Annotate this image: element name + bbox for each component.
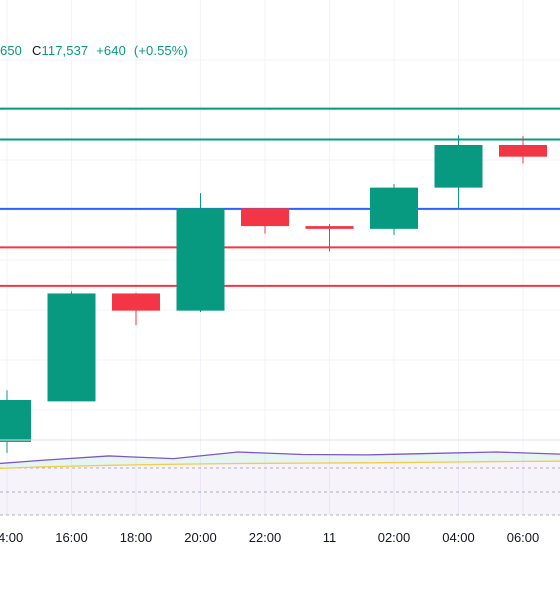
time-axis-label: 20:00: [184, 530, 217, 545]
ohlc-legend: 650 C117,537 +640 (+0.55%): [0, 43, 188, 58]
indicator-main-line: [0, 451, 560, 465]
candle-up: [47, 293, 96, 402]
legend-close-label: C: [32, 43, 42, 58]
candle-down: [241, 208, 289, 227]
time-axis-label: 16:00: [55, 530, 88, 545]
time-axis-label: 02:00: [377, 530, 411, 545]
time-axis-label: 22:00: [248, 530, 282, 545]
candle-up: [0, 400, 31, 442]
time-axis-label: 06:00: [506, 530, 540, 545]
legend-low-value: 650: [0, 43, 22, 58]
candle-down: [499, 145, 547, 157]
time-axis-label: 04:00: [442, 530, 475, 545]
time-axis-label: 14:00: [0, 530, 24, 545]
candle-up: [370, 187, 418, 229]
candle-down: [112, 293, 160, 311]
indicator-band-fill: [0, 461, 560, 515]
candle-up: [434, 145, 483, 188]
time-axis-label: 18:00: [119, 530, 153, 545]
legend-close-value: 117,537: [41, 43, 89, 58]
legend-change-percent: (+0.55%): [133, 43, 188, 58]
candle-up: [176, 208, 225, 311]
indicator-signal-line: [0, 460, 560, 470]
time-axis-label: 11: [322, 530, 337, 545]
time-axis[interactable]: 14:00 16:00 18:00 20:00 22:00 11 02:00 04:00 06:…: [0, 530, 560, 554]
candle-down: [305, 226, 354, 229]
legend-change: +640: [96, 43, 126, 58]
